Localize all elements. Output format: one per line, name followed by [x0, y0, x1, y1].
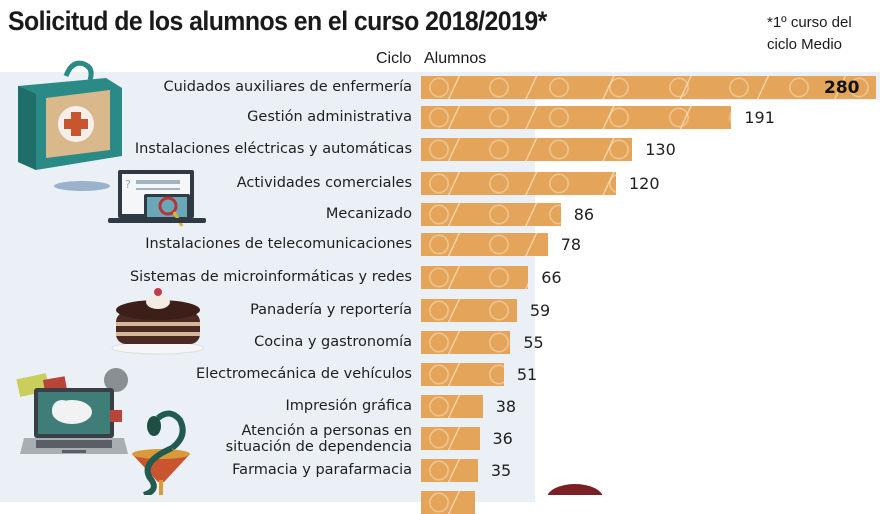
category-label-line: Electromecánica de vehículos [196, 366, 412, 382]
value-label: 130 [645, 140, 676, 159]
value-label: 78 [560, 235, 582, 254]
value-label: 120 [629, 174, 660, 193]
bar [421, 138, 633, 161]
category-label: Instalaciones de telecomunicaciones [145, 236, 412, 253]
category-label: Cocina y gastronomía [254, 334, 412, 351]
category-label-line: situación de dependencia [225, 438, 412, 455]
value-label: 36 [492, 429, 513, 448]
svg-text:?: ? [125, 178, 131, 191]
partial-bottom-illustration [547, 484, 603, 495]
category-label-line: Panadería y reportería [250, 302, 412, 318]
category-label: Farmacia y parafarmacia [232, 462, 412, 479]
bar [421, 76, 876, 99]
category-label: Panadería y reportería [250, 302, 412, 319]
value-label: 59 [529, 301, 551, 320]
first-aid-kit-icon [18, 60, 122, 191]
category-label: Cuidados auxiliares de enfermería [163, 79, 412, 96]
computer-search-icon: ? [108, 170, 206, 227]
category-label: Instalaciones eléctricas y automáticas [135, 141, 412, 158]
laptop-cloud-icon [16, 368, 128, 454]
category-label-line: Sistemas de microinformáticas y redes [129, 269, 412, 285]
category-label-line: Instalaciones de telecomunicaciones [145, 236, 412, 252]
category-label: Impresión gráfica [286, 398, 412, 415]
value-label: 55 [523, 333, 544, 352]
category-label: Atención a personas en situación de depen… [226, 423, 412, 455]
value-label: 86 [573, 205, 595, 224]
column-header-ciclo: Ciclo [376, 50, 412, 67]
value-label: 191 [744, 108, 775, 127]
bar [421, 427, 480, 450]
bar [421, 233, 548, 256]
category-label-line: Atención a personas en [241, 422, 413, 439]
value-label: 66 [541, 268, 562, 287]
bar-partial [421, 491, 475, 514]
bar [421, 299, 517, 322]
footnote-line-2: ciclo Medio [767, 36, 843, 53]
bar [421, 172, 616, 195]
value-label: 35 [490, 461, 512, 480]
category-label: Actividades comerciales [237, 175, 412, 192]
category-label: Mecanizado [326, 206, 412, 223]
value-label: 51 [516, 365, 538, 384]
footnote-line-1: *1º curso del [767, 14, 852, 31]
category-label-line: Actividades comerciales [236, 175, 412, 191]
bar [421, 203, 561, 226]
bar [421, 266, 529, 289]
bar [421, 106, 732, 129]
footnote: *1º curso del ciclo Medio [767, 12, 877, 56]
category-label: Gestión administrativa [247, 109, 412, 126]
category-label-line: Instalaciones eléctricas y automáticas [134, 141, 412, 157]
category-label-line: Impresión gráfica [285, 398, 412, 414]
category-label: Sistemas de microinformáticas y redes [130, 269, 412, 286]
bar [421, 331, 511, 354]
chart-title: Solicitud de los alumnos en el curso 201… [8, 6, 547, 36]
category-label-line: Gestión administrativa [247, 109, 412, 125]
category-label: Electromecánica de vehículos [196, 366, 412, 383]
pharmacy-snake-cup-icon [132, 410, 190, 495]
value-label: 280 [824, 78, 860, 98]
category-label-line: Cocina y gastronomía [254, 334, 412, 350]
bar [421, 395, 483, 418]
category-label-line: Farmacia y parafarmacia [232, 462, 412, 478]
bar [421, 459, 478, 482]
cake-icon [111, 288, 205, 355]
value-label: 38 [495, 397, 517, 416]
category-label-line: Mecanizado [325, 206, 412, 222]
column-header-alumnos: Alumnos [424, 50, 487, 67]
bar [421, 363, 504, 386]
category-label-line: Cuidados auxiliares de enfermería [163, 79, 412, 95]
